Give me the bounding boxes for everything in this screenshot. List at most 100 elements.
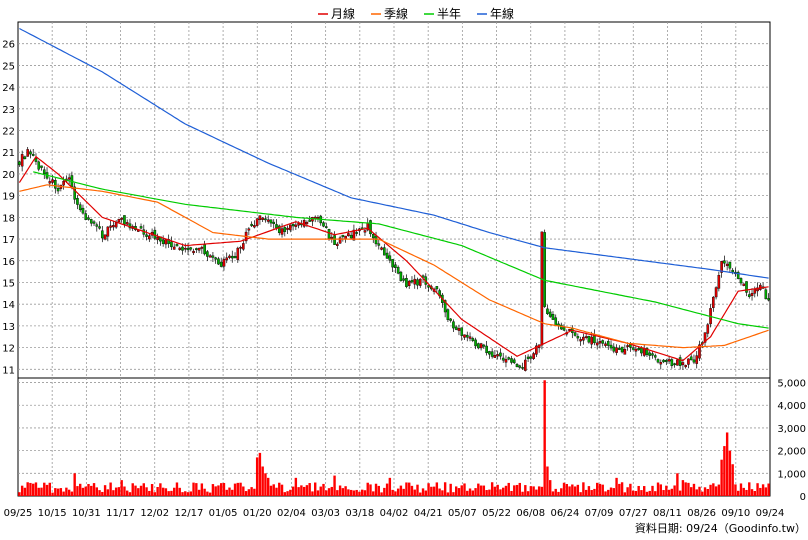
- volume-bar: [267, 477, 270, 496]
- volume-bar: [197, 489, 201, 496]
- candle-body: [676, 359, 679, 366]
- candle-body: [29, 151, 32, 155]
- volume-bar: [106, 489, 110, 496]
- candle-body: [341, 234, 345, 238]
- candle-body: [195, 248, 198, 250]
- volume-bar: [261, 466, 264, 496]
- volume-bar: [181, 492, 184, 496]
- volume-bar: [283, 492, 286, 496]
- volume-bar: [607, 489, 610, 496]
- candle-body: [239, 246, 242, 249]
- candle-body: [305, 221, 309, 225]
- volume-bar: [142, 483, 145, 496]
- candle-body: [56, 188, 60, 192]
- candle-body: [67, 177, 71, 180]
- volume-bars: [18, 380, 770, 496]
- candle-body: [645, 347, 649, 356]
- candle-body: [73, 186, 76, 200]
- volume-bar: [286, 491, 289, 496]
- volume-bar: [554, 488, 557, 496]
- candle-body: [402, 278, 405, 281]
- x-tick-label: 08/26: [687, 508, 716, 519]
- candle-body: [745, 281, 748, 293]
- volume-bar: [43, 482, 46, 496]
- candle-body: [200, 246, 204, 249]
- candle-body: [170, 241, 173, 248]
- volume-bar: [186, 492, 190, 496]
- candle-body: [203, 244, 206, 255]
- price-tick-label: 26: [2, 40, 15, 51]
- volume-bar: [604, 491, 607, 496]
- volume-bar: [673, 485, 676, 496]
- candle-body: [670, 359, 674, 367]
- candle-body: [92, 221, 96, 224]
- volume-bar: [449, 483, 452, 496]
- candle-body: [330, 236, 334, 239]
- candle-body: [228, 255, 231, 258]
- candle-body: [463, 334, 466, 338]
- candle-body: [322, 222, 325, 227]
- volume-bar: [173, 487, 176, 496]
- volume-bar: [463, 483, 466, 496]
- volume-bar: [764, 487, 768, 496]
- footer-text: 資料日期: 09/24（Goodinfo.tw）: [635, 521, 806, 535]
- candle-body: [637, 348, 640, 351]
- volume-bar: [134, 485, 137, 496]
- volume-bar: [562, 482, 566, 496]
- candle-body: [543, 232, 546, 307]
- volume-bar: [626, 487, 629, 496]
- candle-body: [590, 336, 593, 345]
- candle-body: [338, 237, 342, 244]
- candle-body: [640, 347, 643, 354]
- volume-bar: [195, 483, 198, 496]
- candle-body: [717, 275, 721, 289]
- candle-body: [764, 289, 768, 300]
- volume-bar: [311, 491, 314, 496]
- price-tick-label: 22: [2, 127, 15, 138]
- volume-bar: [81, 487, 85, 496]
- volume-bar: [637, 485, 640, 496]
- candle-body: [211, 255, 215, 258]
- volume-bar: [192, 482, 195, 496]
- volume-bar: [208, 492, 212, 496]
- candle-body: [145, 234, 148, 237]
- volume-bar: [18, 492, 21, 496]
- candle-body: [164, 239, 168, 245]
- volume-bar: [623, 492, 627, 496]
- volume-bar: [502, 487, 505, 496]
- volume-bar: [156, 487, 159, 496]
- candle-body: [363, 230, 367, 233]
- candle-body: [269, 219, 273, 224]
- price-tick-label: 17: [2, 235, 15, 246]
- candle-body: [736, 271, 740, 279]
- volume-bar: [40, 487, 43, 496]
- candle-body: [42, 169, 46, 175]
- volume-bar: [289, 489, 292, 496]
- x-tick-label: 07/09: [585, 508, 614, 519]
- candle-body: [490, 351, 494, 357]
- candle-body: [720, 261, 723, 273]
- volume-bar: [369, 484, 372, 496]
- x-tick-label: 10/15: [38, 508, 67, 519]
- candle-body: [454, 326, 458, 330]
- candle-body: [587, 335, 591, 343]
- volume-bar: [731, 464, 734, 496]
- volume-bar: [455, 486, 458, 496]
- volume-bar: [485, 490, 488, 496]
- candle-body: [612, 346, 616, 352]
- volume-bar: [413, 489, 416, 496]
- volume-bar: [128, 492, 132, 496]
- volume-bar: [551, 491, 555, 496]
- volume-grid: [18, 378, 770, 496]
- candle-body: [416, 279, 419, 286]
- volume-bar: [145, 487, 148, 496]
- candle-body: [742, 283, 746, 286]
- volume-bar: [590, 490, 593, 496]
- volume-bar: [560, 488, 563, 496]
- ma-half-year-line: [33, 171, 769, 329]
- volume-bar: [394, 491, 397, 496]
- volume-bar: [504, 485, 508, 496]
- volume-bar: [701, 491, 704, 496]
- candle-body: [606, 341, 610, 346]
- candle-body: [452, 321, 455, 329]
